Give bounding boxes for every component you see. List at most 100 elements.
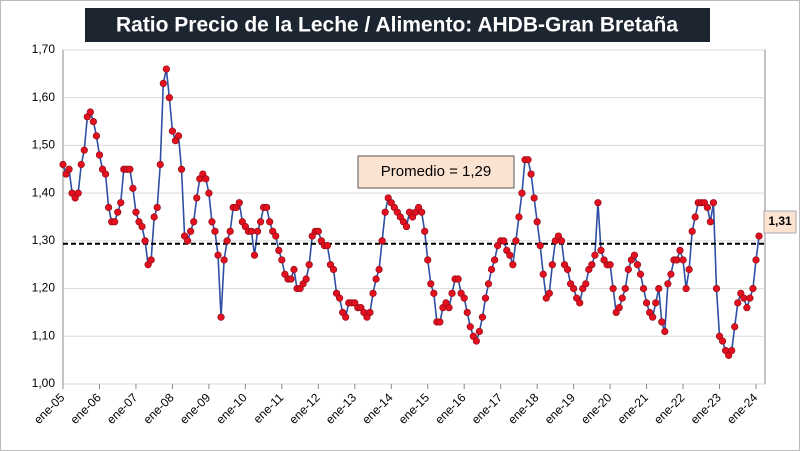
data-point: [92, 132, 101, 140]
data-point: [402, 222, 411, 231]
data-point: [278, 256, 286, 264]
data-point: [132, 208, 140, 216]
data-point: [193, 194, 201, 202]
data-point: [430, 289, 438, 297]
data-point: [487, 265, 496, 274]
data-point: [718, 337, 727, 345]
y-tick-label: 1,10: [32, 328, 56, 342]
data-point: [263, 203, 271, 212]
data-point: [609, 284, 617, 293]
data-point: [162, 65, 170, 73]
data-point: [548, 261, 556, 269]
data-point: [129, 184, 137, 192]
y-tick-label: 1,70: [32, 42, 56, 56]
data-point: [545, 289, 553, 297]
data-point: [570, 284, 578, 293]
data-point: [709, 199, 718, 207]
data-point: [478, 313, 487, 321]
data-point: [126, 165, 134, 173]
data-point: [174, 132, 183, 140]
data-point: [639, 284, 648, 293]
data-point: [335, 294, 344, 302]
data-point: [150, 213, 158, 221]
data-point: [633, 261, 642, 269]
data-point: [272, 232, 280, 240]
data-point: [223, 237, 231, 245]
data-point: [563, 265, 572, 274]
data-point: [500, 237, 508, 245]
data-point: [184, 237, 192, 245]
data-point: [190, 218, 198, 226]
data-point: [302, 275, 310, 283]
data-point: [475, 327, 484, 336]
data-point: [147, 256, 155, 264]
data-point: [138, 222, 146, 231]
data-point: [734, 299, 742, 307]
data-point: [621, 284, 629, 293]
data-point: [211, 227, 219, 235]
data-point: [682, 284, 690, 293]
data-point: [673, 256, 681, 264]
data-point: [527, 170, 535, 178]
data-point: [95, 151, 104, 159]
data-point: [472, 337, 480, 345]
data-point: [484, 280, 493, 288]
data-point: [448, 289, 456, 297]
data-point: [515, 213, 523, 221]
data-point: [667, 270, 675, 278]
data-point: [746, 294, 754, 302]
data-point: [630, 251, 639, 259]
data-point: [649, 313, 657, 321]
data-point: [141, 237, 149, 245]
data-point: [685, 265, 693, 274]
data-point: [606, 261, 614, 269]
data-point: [636, 270, 645, 278]
data-point: [576, 299, 584, 307]
data-point: [509, 261, 517, 269]
y-tick-label: 1,20: [32, 281, 56, 295]
data-point: [506, 251, 514, 259]
data-point: [86, 108, 94, 116]
data-point: [466, 323, 474, 331]
chart-title: Ratio Precio de la Leche / Alimento: AHD…: [116, 14, 678, 37]
data-point: [536, 242, 544, 250]
data-point: [159, 79, 167, 87]
data-point: [329, 265, 338, 274]
data-point: [679, 256, 687, 264]
data-point: [342, 313, 350, 321]
data-point: [217, 313, 225, 321]
data-point: [117, 199, 125, 207]
data-point: [275, 246, 283, 254]
data-point: [618, 294, 626, 302]
data-point: [287, 275, 295, 283]
data-point: [703, 203, 711, 212]
data-point: [220, 256, 228, 264]
data-point: [427, 280, 435, 288]
data-point: [101, 170, 110, 178]
data-point: [247, 227, 256, 235]
y-tick-label: 1,50: [32, 138, 56, 152]
y-tick-label: 1,60: [32, 90, 56, 104]
data-point: [168, 127, 177, 135]
data-point: [369, 289, 377, 297]
data-point: [256, 218, 265, 226]
data-point: [597, 246, 605, 254]
data-point: [375, 265, 383, 274]
data-point: [454, 275, 462, 283]
data-point: [214, 251, 222, 259]
data-point: [74, 189, 82, 197]
data-point: [615, 304, 623, 312]
data-point: [323, 242, 332, 250]
data-point: [65, 165, 73, 173]
data-point: [731, 323, 739, 331]
data-point: [530, 194, 538, 202]
data-point: [266, 218, 274, 226]
data-point: [740, 294, 748, 302]
data-point: [366, 308, 374, 317]
data-point: [111, 218, 119, 226]
data-point: [491, 256, 499, 264]
data-point: [424, 256, 432, 264]
data-point: [202, 175, 210, 183]
data-point: [749, 284, 757, 293]
data-point: [512, 237, 520, 245]
